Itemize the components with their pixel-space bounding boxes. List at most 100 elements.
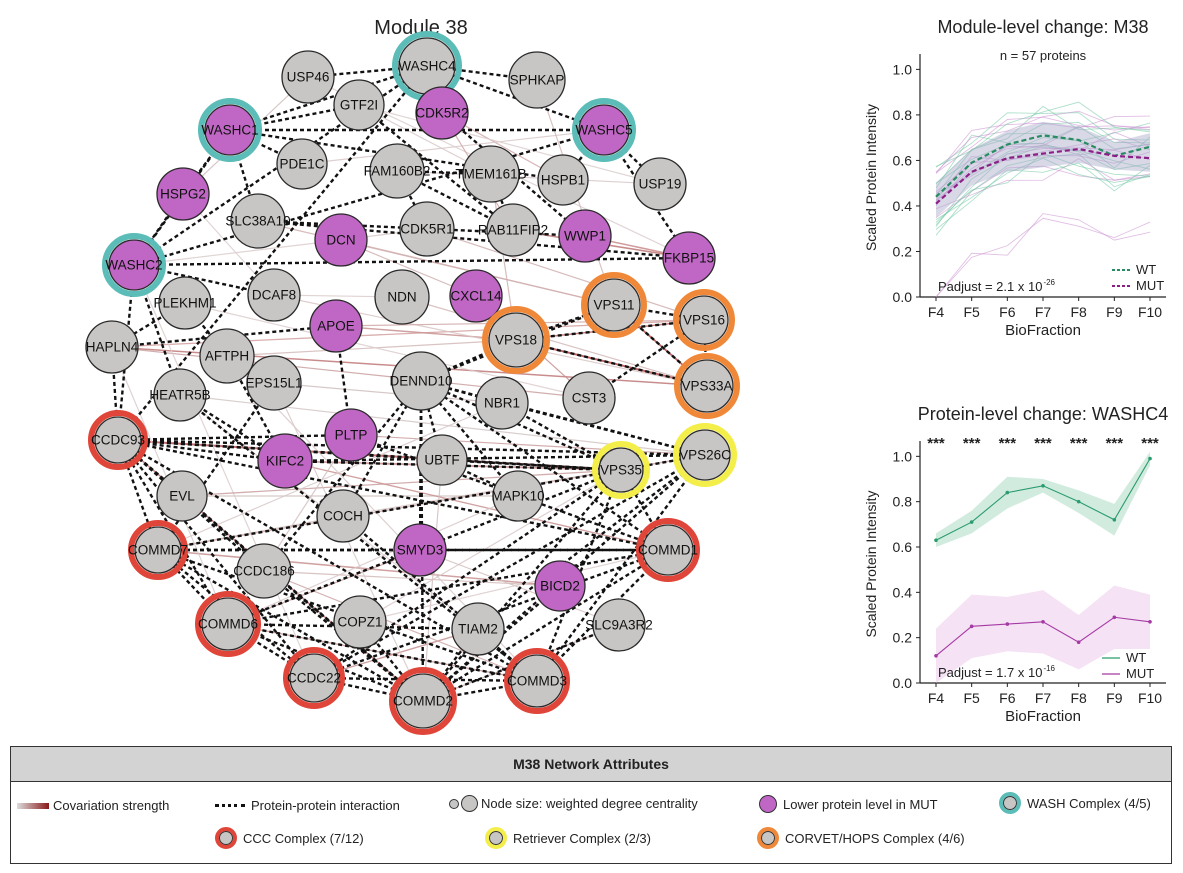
complex-ring — [283, 647, 345, 709]
node-label: CCDC93 — [91, 433, 145, 448]
complex-ring — [504, 648, 570, 714]
complex-ring — [88, 410, 148, 470]
node-usp19: USP19 — [633, 157, 687, 211]
node-vps26c: VPS26C — [673, 423, 737, 487]
protein-trace — [935, 162, 1151, 230]
data-point — [969, 624, 974, 629]
legend-item-node-size: Node size: weighted degree centrality — [449, 795, 698, 812]
protein-trace — [935, 143, 1151, 194]
module-level-chart: Module-level change: M38 0.0 0.2 0.4 0.6 0.8 1… — [863, 17, 1166, 339]
node-circle — [156, 167, 210, 221]
node-label: NBR1 — [484, 396, 520, 411]
x-tick-label: F10 — [1138, 304, 1162, 320]
covariation-edge — [426, 228, 705, 321]
node-label: FAM160B2 — [364, 164, 431, 179]
node-circle — [395, 673, 451, 729]
ppi-edge — [117, 65, 428, 441]
node-rab11fip2: RAB11FIP2 — [478, 203, 548, 257]
covariation-edge — [263, 570, 561, 587]
node-circle — [662, 231, 716, 285]
chart-title: Module-level change: M38 — [937, 17, 1148, 37]
node-circle — [309, 299, 363, 353]
node-label: WASHC4 — [398, 59, 456, 74]
ppi-edge — [441, 458, 622, 472]
node-circle — [281, 50, 335, 104]
node-circle — [642, 524, 694, 576]
node-evl: EVL — [156, 470, 208, 522]
node-ubtf: UBTF — [416, 434, 468, 486]
node-circle — [416, 434, 468, 486]
node-circle — [316, 489, 370, 543]
node-label: COMMD1 — [638, 543, 698, 558]
node-label: NDN — [387, 290, 416, 305]
covariation-edge — [401, 296, 708, 387]
legend-ccc-label: CCC Complex (7/12) — [243, 830, 364, 846]
covariation-gradient-icon — [17, 802, 49, 809]
protein-trace — [935, 110, 1151, 173]
node-dcaf8: DCAF8 — [247, 268, 301, 322]
node-label: UBTF — [424, 453, 459, 468]
data-point — [1148, 620, 1152, 624]
node-ccdc93: CCDC93 — [88, 410, 148, 470]
data-point — [934, 538, 938, 542]
y-axis-label: Scaled Protein Intensity — [863, 104, 879, 251]
data-point — [1148, 456, 1152, 461]
node-usp46: USP46 — [281, 50, 335, 104]
node-ccdc186: CCDC186 — [233, 543, 295, 599]
node-washc2: WASHC2 — [102, 233, 166, 297]
node-commd6: COMMD6 — [195, 591, 261, 657]
purple-node-icon — [759, 795, 777, 813]
padjust-label: Padjust = 1.7 x 10 — [938, 665, 1042, 680]
legend-item-retriever: Retriever Complex (2/3) — [485, 827, 651, 849]
node-label: DCN — [326, 233, 355, 248]
node-pde1c: PDE1C — [276, 138, 328, 190]
node-coch: COCH — [316, 489, 370, 543]
protein-trace — [935, 116, 1151, 174]
node-label: AFTPH — [205, 349, 249, 364]
significance-marker: *** — [927, 435, 945, 452]
node-label: SPHKAP — [510, 73, 565, 88]
covariation-edge — [350, 434, 706, 456]
significance-marker: *** — [999, 435, 1017, 452]
node-circle — [369, 143, 425, 199]
network-nodes: WASHC4 USP46 SPHKAP GTF2I CDK5R2 WASHC1 WASHC5… — [85, 31, 740, 735]
node-label: CCDC22 — [287, 671, 341, 686]
protein-trace — [935, 138, 1151, 201]
covariation-edge — [117, 439, 622, 471]
node-circle — [508, 51, 566, 109]
node-circle — [679, 429, 731, 481]
node-circle — [679, 295, 729, 345]
node-hspb1: HSPB1 — [537, 154, 589, 206]
ppi-edge — [342, 515, 538, 682]
node-label: VPS35 — [600, 463, 642, 478]
node-label: MAPK10 — [491, 489, 544, 504]
node-circle — [276, 138, 328, 190]
padjust-label: Padjust = 2.1 x 10 — [938, 279, 1042, 294]
node-circle — [236, 543, 292, 599]
x-tick-label: F4 — [928, 690, 945, 706]
protein-trace — [935, 213, 1151, 298]
node-label: WASHC1 — [201, 123, 258, 138]
padjust-exponent: -26 — [1043, 278, 1055, 287]
node-label: TIAM2 — [458, 622, 498, 637]
protein-trace — [935, 101, 1151, 167]
node-circle — [333, 79, 385, 131]
node-aftph: AFTPH — [199, 328, 255, 384]
complex-ring — [195, 591, 261, 657]
node-copz1: COPZ1 — [333, 595, 387, 649]
node-ccdc22: CCDC22 — [283, 647, 345, 709]
y-tick-label: 0.6 — [893, 539, 913, 555]
node-label: SLC38A10 — [225, 214, 290, 229]
ppi-edge — [116, 439, 160, 551]
node-vps11: VPS11 — [581, 272, 647, 338]
ppi-edge — [422, 679, 538, 703]
node-circle — [108, 239, 160, 291]
protein-trace — [935, 122, 1151, 189]
node-circle — [289, 653, 339, 703]
node-wwp1: WWP1 — [558, 209, 612, 263]
covariation-edge — [181, 469, 622, 497]
ppi-edge — [422, 454, 706, 702]
node-label: VPS33A — [681, 379, 732, 394]
ppi-edge — [313, 453, 706, 680]
